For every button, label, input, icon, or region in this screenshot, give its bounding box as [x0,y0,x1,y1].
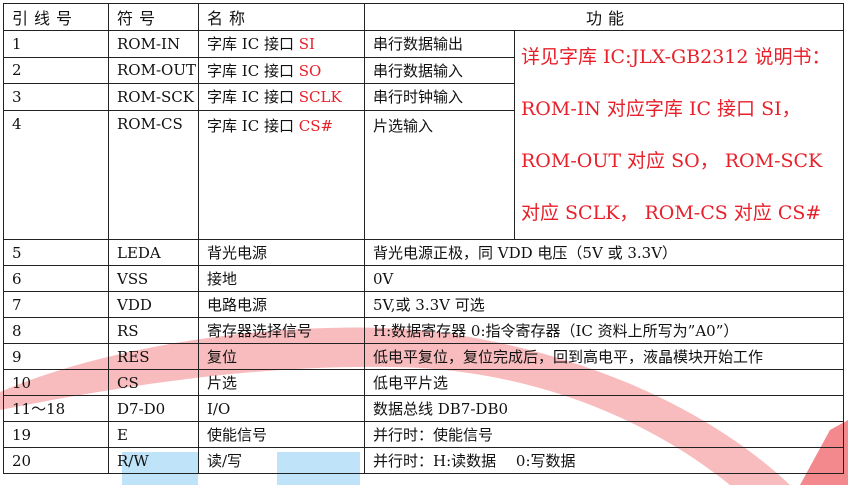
symbol-cell: CS [108,369,199,396]
name-cell: 复位 [198,343,365,370]
name-cell: I/O [198,395,365,422]
function-cell: 并行时：H:读数据 0:写数据 [364,447,844,474]
table-row: 1 ROM-IN 字库 IC 接口 SI 串行数据输出 详见字库 IC:JLX-… [3,30,844,240]
function-cell: 0V [364,265,844,292]
function-cell: 串行数据输入 [364,56,515,84]
table-row: 9 RES 复位 低电平复位，复位完成后，回到高电平，液晶模块开始工作 [3,343,844,370]
header-symbol: 符号 [108,3,199,31]
function-cell: 数据总线 DB7-DB0 [364,395,844,422]
name-cell: 寄存器选择信号 [198,317,365,344]
symbol-cell: VSS [108,265,199,292]
pin-cell: 5 [3,239,109,266]
pin-cell: 1 [3,30,109,58]
pin-cell: 20 [3,447,109,474]
table-row: 20 R/W 读/写 并行时：H:读数据 0:写数据 [3,447,844,474]
pin-cell: 8 [3,317,109,344]
header-pin: 引线号 [3,3,109,31]
pin-cell: 7 [3,291,109,318]
symbol-cell: ROM-CS [108,109,199,240]
symbol-cell: R/W [108,447,199,474]
rom-note: 详见字库 IC:JLX-GB2312 说明书： ROM-IN 对应字库 IC 接… [514,30,844,240]
header-function: 功能 [364,3,844,31]
name-text: 字库 IC 接口 [207,116,294,135]
name-cell: 字库 IC 接口 SO [198,56,365,84]
table-row: 6 VSS 接地 0V [3,265,844,292]
pin-cell: 4 [3,109,109,240]
name-cell: 字库 IC 接口 SCLK [198,83,365,111]
name-cell: 片选 [198,369,365,396]
pin-cell: 2 [3,56,109,84]
table-row: 5 LEDA 背光电源 背光电源正极，同 VDD 电压（5V 或 3.3V） [3,239,844,266]
pin-cell: 19 [3,421,109,448]
header-name: 名称 [198,3,365,31]
name-cell: 字库 IC 接口 SI [198,30,365,58]
pin-cell: 6 [3,265,109,292]
table-row: 2 ROM-OUT 字库 IC 接口 SO 串行数据输入 [3,56,844,84]
symbol-cell: LEDA [108,239,199,266]
name-text: 字库 IC 接口 [207,35,294,54]
pin-table: 引线号 符号 名称 功能 1 ROM-IN 字库 IC 接口 SI 串行数据输出… [3,3,844,474]
name-text: 字库 IC 接口 [207,88,294,107]
symbol-cell: VDD [108,291,199,318]
name-cell: 使能信号 [198,421,365,448]
function-cell: 5V,或 3.3V 可选 [364,291,844,318]
table-row: 4 ROM-CS 字库 IC 接口 CS# 片选输入 [3,109,844,240]
name-cell: 字库 IC 接口 CS# [198,109,365,240]
table-row: 19 E 使能信号 并行时：使能信号 [3,421,844,448]
name-signal: CS# [298,116,334,135]
function-cell: 低电平片选 [364,369,844,396]
table-row: 8 RS 寄存器选择信号 H:数据寄存器 0:指令寄存器（IC 资料上所写为”A0”） [3,317,844,344]
table-row: 11～18 D7-D0 I/O 数据总线 DB7-DB0 [3,395,844,422]
table-row: 7 VDD 电路电源 5V,或 3.3V 可选 [3,291,844,318]
function-cell: 并行时：使能信号 [364,421,844,448]
function-cell: 串行时钟输入 [364,83,515,111]
symbol-cell: D7-D0 [108,395,199,422]
pin-cell: 3 [3,83,109,111]
symbol-cell: E [108,421,199,448]
pin-cell: 11～18 [3,395,109,422]
function-cell: 片选输入 [364,109,515,240]
name-cell: 电路电源 [198,291,365,318]
symbol-cell: ROM-OUT [108,56,199,84]
function-cell: 串行数据输出 [364,30,515,58]
name-text: 字库 IC 接口 [207,61,294,80]
name-cell: 接地 [198,265,365,292]
name-cell: 读/写 [198,447,365,474]
pin-cell: 10 [3,369,109,396]
function-cell: 低电平复位，复位完成后，回到高电平，液晶模块开始工作 [364,343,844,370]
symbol-cell: RS [108,317,199,344]
name-signal: SCLK [298,88,342,107]
function-cell: 背光电源正极，同 VDD 电压（5V 或 3.3V） [364,239,844,266]
name-signal: SO [298,61,322,80]
table-header: 引线号 符号 名称 功能 [3,3,844,31]
symbol-cell: ROM-SCK [108,83,199,111]
symbol-cell: ROM-IN [108,30,199,58]
symbol-cell: RES [108,343,199,370]
table-row: 3 ROM-SCK 字库 IC 接口 SCLK 串行时钟输入 [3,83,844,111]
function-cell: H:数据寄存器 0:指令寄存器（IC 资料上所写为”A0”） [364,317,844,344]
name-signal: SI [298,35,315,54]
table-row: 10 CS 片选 低电平片选 [3,369,844,396]
pin-cell: 9 [3,343,109,370]
name-cell: 背光电源 [198,239,365,266]
